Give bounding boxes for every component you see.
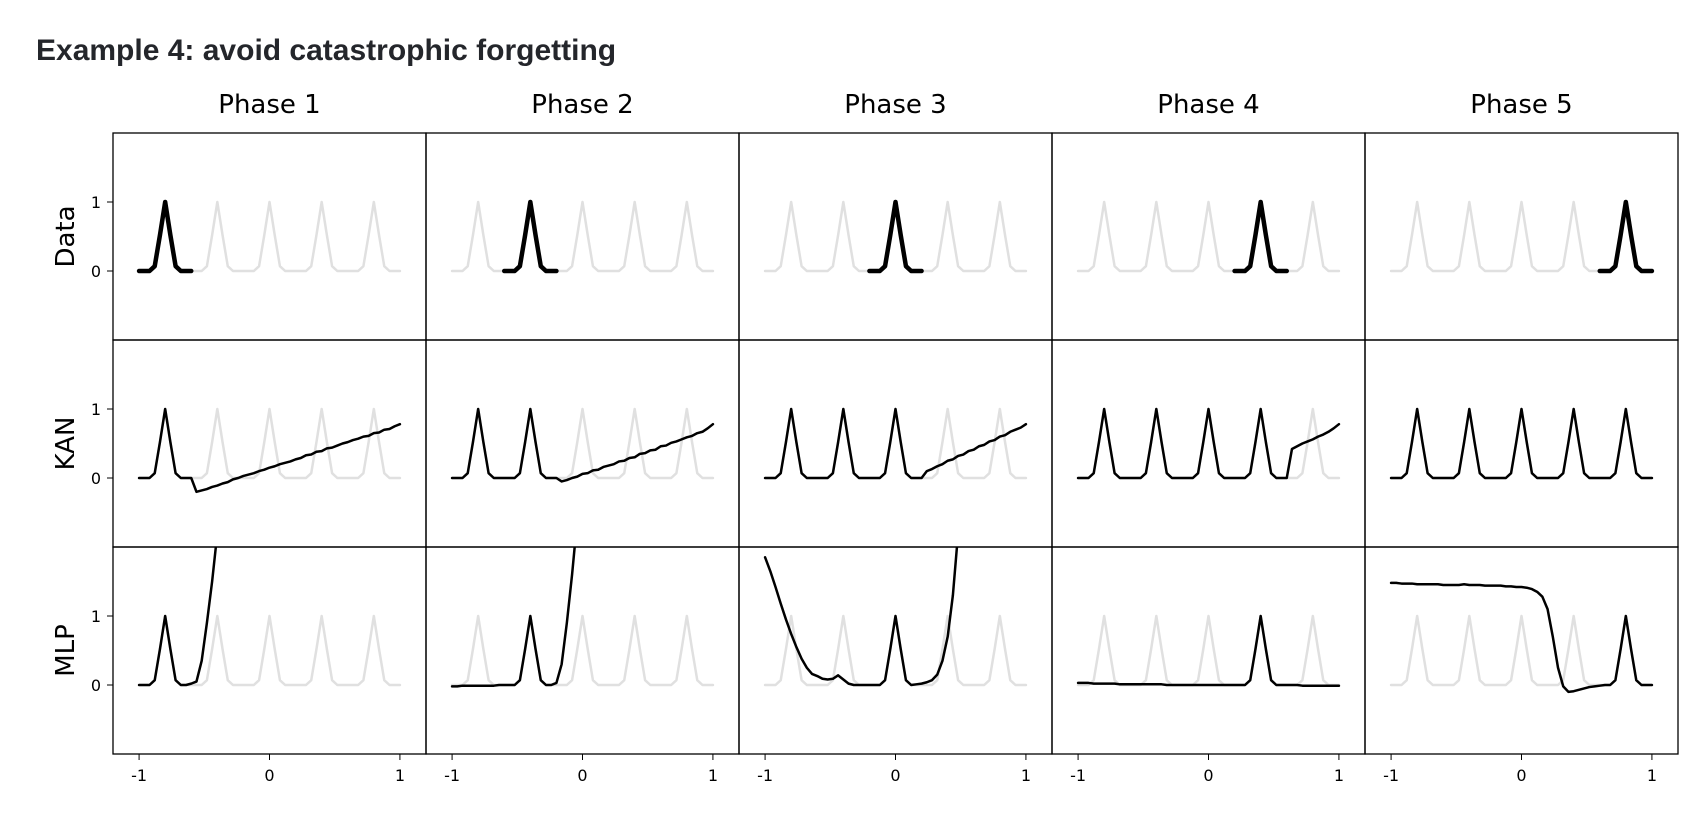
model-line <box>137 407 402 494</box>
x-tick-label: 1 <box>708 766 718 785</box>
figure-title: Example 4: avoid catastrophic forgetting <box>36 34 616 67</box>
reference-line <box>1076 614 1341 687</box>
reference-line <box>450 407 715 480</box>
x-tick-label: -1 <box>444 766 460 785</box>
reference-line <box>137 200 402 273</box>
x-tick-label: 0 <box>264 766 274 785</box>
reference-line <box>1389 614 1654 687</box>
x-tick-label: 1 <box>1647 766 1657 785</box>
column-title: Phase 1 <box>218 90 320 120</box>
y-tick-label: 0 <box>91 469 101 488</box>
model-line <box>763 547 959 687</box>
model-line <box>450 547 576 688</box>
data-line <box>136 199 194 274</box>
x-tick-label: 1 <box>1021 766 1031 785</box>
reference-line <box>763 614 1028 687</box>
model-line <box>763 407 1028 480</box>
x-tick-label: 0 <box>1516 766 1526 785</box>
row-label: Data <box>51 205 81 267</box>
reference-line <box>450 614 715 687</box>
column-title: Phase 5 <box>1470 90 1572 120</box>
x-tick-label: -1 <box>1383 766 1399 785</box>
model-line <box>1389 407 1654 480</box>
model-line <box>450 407 715 483</box>
column-title: Phase 3 <box>844 90 946 120</box>
reference-line <box>1389 200 1654 273</box>
x-tick-label: -1 <box>757 766 773 785</box>
data-line <box>1597 199 1655 274</box>
model-line <box>1389 581 1654 694</box>
column-title: Phase 4 <box>1157 90 1259 120</box>
x-tick-label: 0 <box>1203 766 1213 785</box>
x-tick-label: 0 <box>577 766 587 785</box>
model-line <box>1076 614 1341 687</box>
y-tick-label: 0 <box>91 262 101 281</box>
reference-line <box>137 614 402 687</box>
x-tick-label: -1 <box>131 766 147 785</box>
y-tick-label: 1 <box>91 607 101 626</box>
row-label: MLP <box>51 624 81 677</box>
data-line <box>1232 199 1289 274</box>
y-tick-label: 1 <box>91 193 101 212</box>
x-tick-label: -1 <box>1070 766 1086 785</box>
column-title: Phase 2 <box>531 90 633 120</box>
reference-line <box>450 200 715 273</box>
data-line <box>867 199 924 274</box>
row-label: KAN <box>51 417 81 471</box>
x-tick-label: 1 <box>1334 766 1344 785</box>
y-tick-label: 0 <box>91 676 101 695</box>
reference-line <box>1076 200 1341 273</box>
x-tick-label: 0 <box>890 766 900 785</box>
data-line <box>502 199 559 274</box>
model-line <box>1076 407 1341 480</box>
x-tick-label: 1 <box>395 766 405 785</box>
reference-line <box>1389 407 1654 480</box>
model-line <box>137 547 218 687</box>
y-tick-label: 1 <box>91 400 101 419</box>
